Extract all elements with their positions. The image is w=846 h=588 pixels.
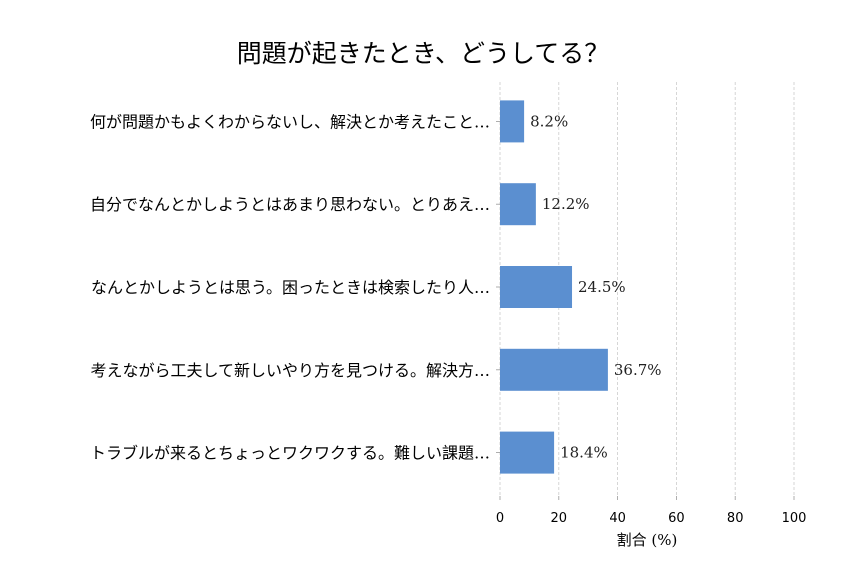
x-tick-label: 40 — [609, 511, 626, 526]
x-tick-labels: 0 20 40 60 80 100 — [496, 511, 807, 526]
category-label: トラブルが来るとちょっとワクワクする。難しい課題… — [90, 444, 490, 463]
bar — [500, 348, 608, 391]
x-tick-label: 80 — [727, 511, 744, 526]
x-tick-label: 100 — [782, 511, 807, 526]
data-label: 24.5% — [578, 278, 626, 296]
data-label: 18.4% — [560, 444, 608, 462]
bar — [500, 266, 573, 308]
chart-title: 問題が起きたとき、どうしてる？ — [237, 39, 610, 68]
x-tick-label: 20 — [551, 511, 568, 526]
x-axis-label: 割合 (%) — [617, 531, 678, 549]
bar — [500, 183, 536, 226]
bars: 8.2% 12.2% 24.5% 36.7% 18.4% — [500, 100, 662, 474]
x-tick-label: 60 — [668, 511, 685, 526]
x-tick-label: 0 — [496, 511, 504, 526]
bar — [500, 431, 555, 474]
data-label: 8.2% — [530, 112, 568, 130]
data-label: 12.2% — [542, 195, 590, 213]
category-label: なんとかしようとは思う。困ったときは検索したり人… — [91, 278, 490, 297]
data-label: 36.7% — [614, 361, 662, 379]
category-label: 自分でなんとかしようとはあまり思わない。とりあえ… — [90, 195, 490, 214]
category-labels: 何が問題かもよくわからないし、解決とか考えたこと… 自分でなんとかしようとはあまり… — [90, 112, 500, 463]
bar — [500, 100, 525, 143]
category-label: 何が問題かもよくわからないし、解決とか考えたこと… — [90, 112, 490, 131]
category-label: 考えながら工夫して新しいやり方を見つける。解決方… — [90, 361, 490, 380]
